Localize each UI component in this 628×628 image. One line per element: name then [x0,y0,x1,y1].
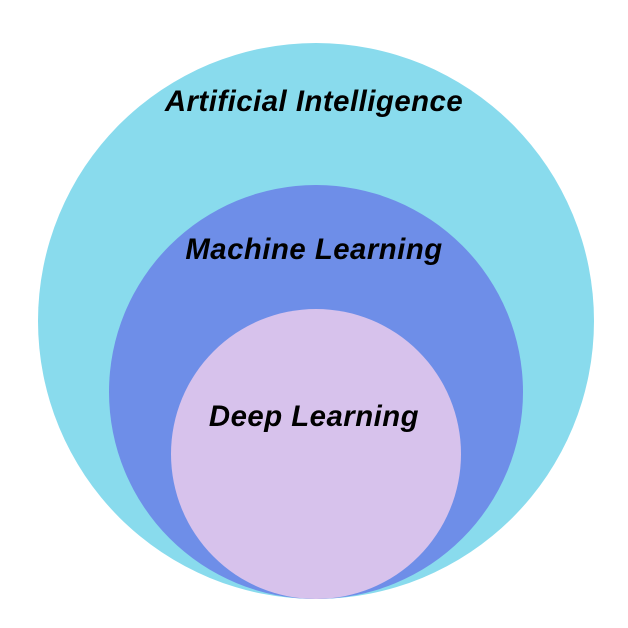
ml-label: Machine Learning [185,233,442,267]
dl-label: Deep Learning [209,400,419,434]
dl-circle [171,309,461,599]
ai-label: Artificial Intelligence [165,85,463,119]
